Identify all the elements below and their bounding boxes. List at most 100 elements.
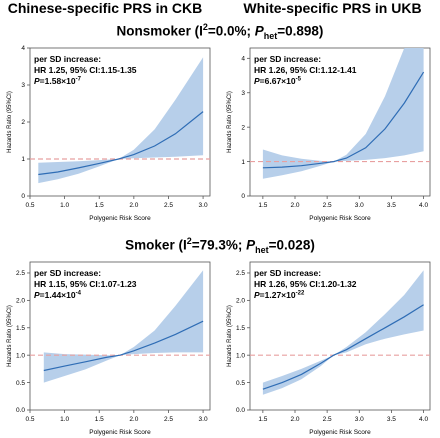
p-letter: P bbox=[34, 76, 40, 86]
y-tick-label: 1.0 bbox=[236, 352, 245, 359]
x-axis-label: Polygenic Risk Score bbox=[309, 429, 371, 436]
i2-superscript: 2 bbox=[202, 22, 208, 32]
y-tick-label: 4 bbox=[241, 56, 245, 63]
i2-superscript: 2 bbox=[186, 236, 192, 246]
y-tick-label: 3 bbox=[241, 90, 245, 97]
p-value-text: =6.67×10 bbox=[260, 76, 296, 86]
x-tick-label: 2.0 bbox=[290, 202, 299, 209]
x-tick-label: 3.5 bbox=[387, 202, 396, 209]
p-letter: P bbox=[246, 237, 256, 253]
plot-frame bbox=[249, 47, 431, 197]
x-tick-label: 2.0 bbox=[129, 202, 138, 209]
y-axis-label: Hazards Ratio (95%CI) bbox=[227, 91, 233, 153]
i2-value: =79.3%; bbox=[191, 237, 247, 253]
y-tick-label: 1.5 bbox=[16, 325, 25, 332]
chart-ckb-nonsmoker: 0.5 1.0 1.5 2.0 2.5 3.0 0 1 2 3 4 Polygenic Risk Sc… bbox=[7, 45, 211, 222]
y-tick-label: 1 bbox=[21, 156, 25, 163]
y-tick-label: 0.5 bbox=[236, 380, 245, 387]
x-tick-label: 3.5 bbox=[387, 416, 396, 423]
p-letter: P bbox=[34, 290, 40, 300]
annotation-hr: HR 1.25, 95% CI:1.15-1.35 bbox=[34, 65, 137, 75]
x-tick-label: 1.5 bbox=[95, 202, 104, 209]
annotation-p-value: P=6.67×10-5 bbox=[254, 76, 302, 86]
y-tick-label: 2.5 bbox=[16, 270, 25, 277]
x-axis-label: Polygenic Risk Score bbox=[309, 215, 371, 222]
p-exponent: -4 bbox=[76, 291, 82, 297]
x-tick-label: 1.0 bbox=[60, 202, 69, 209]
p-value-text: =1.58×10 bbox=[40, 76, 76, 86]
y-tick-label: 0 bbox=[21, 193, 25, 200]
hr-estimate-line bbox=[43, 320, 204, 372]
y-tick-label: 0.0 bbox=[236, 407, 245, 414]
y-tick-label: 4 bbox=[21, 45, 25, 52]
annotation-p-value: P=1.27×10-22 bbox=[254, 290, 305, 300]
annotation-title: per SD increase: bbox=[34, 54, 101, 64]
y-tick-label: 2.5 bbox=[236, 270, 245, 277]
annotation-title: per SD increase: bbox=[254, 54, 321, 64]
annotation-p-value: P=1.58×10-7 bbox=[34, 76, 82, 86]
x-tick-label: 3.0 bbox=[199, 202, 208, 209]
y-tick-label: 2 bbox=[241, 124, 245, 131]
x-tick-label: 0.5 bbox=[25, 202, 34, 209]
smoker-section-title: Smoker (I2=79.3%; Phet=0.028) bbox=[0, 236, 440, 255]
confidence-band bbox=[43, 270, 204, 383]
confidence-band bbox=[38, 57, 204, 184]
p-subscript: het bbox=[255, 245, 269, 256]
x-tick-label: 1.5 bbox=[258, 416, 267, 423]
x-tick-label: 4.0 bbox=[419, 416, 428, 423]
y-tick-label: 2.0 bbox=[236, 298, 245, 305]
y-tick-label: 2 bbox=[21, 119, 25, 126]
right-column-title: White-specific PRS in UKB bbox=[243, 0, 422, 16]
annotation-hr: HR 1.26, 95% CI:1.20-1.32 bbox=[254, 279, 357, 289]
section-label: Nonsmoker (I bbox=[116, 23, 203, 39]
x-tick-label: 1.5 bbox=[258, 202, 267, 209]
x-tick-label: 2.0 bbox=[290, 416, 299, 423]
y-axis-label: Hazards Ratio (95%CI) bbox=[7, 91, 13, 153]
annotation-title: per SD increase: bbox=[254, 268, 321, 278]
p-value-text: =1.27×10 bbox=[260, 290, 296, 300]
left-column-title: Chinese-specific PRS in CKB bbox=[7, 0, 203, 16]
x-tick-label: 2.5 bbox=[164, 202, 173, 209]
x-tick-label: 0.5 bbox=[25, 416, 34, 423]
y-tick-label: 0.0 bbox=[16, 407, 25, 414]
plot-frame bbox=[249, 261, 431, 411]
p-value-text: =1.44×10 bbox=[40, 290, 76, 300]
x-tick-label: 4.0 bbox=[419, 202, 428, 209]
y-tick-label: 1.5 bbox=[236, 325, 245, 332]
x-tick-label: 3.0 bbox=[355, 416, 364, 423]
x-axis-label: Polygenic Risk Score bbox=[89, 429, 151, 436]
y-axis-label: Hazards Ratio (95%CI) bbox=[7, 305, 13, 367]
x-tick-label: 2.5 bbox=[323, 202, 332, 209]
chart-ukb-nonsmoker: 1.5 2.0 2.5 3.0 3.5 4.0 0 1 2 3 4 Polygenic Risk Sc… bbox=[227, 47, 431, 222]
p-exponent: -22 bbox=[296, 291, 305, 297]
p-exponent: -5 bbox=[296, 77, 302, 83]
chart-ukb-smoker: 1.5 2.0 2.5 3.0 3.5 4.0 0.0 0.5 1.0 1.5 2.0 2.5 Poly… bbox=[227, 261, 431, 436]
p-exponent: -7 bbox=[76, 77, 82, 83]
annotation-p-value: P=1.44×10-4 bbox=[34, 290, 82, 300]
hr-estimate-line bbox=[262, 304, 424, 390]
p-letter: P bbox=[254, 23, 264, 39]
y-tick-label: 1 bbox=[241, 159, 245, 166]
p-letter: P bbox=[254, 76, 260, 86]
x-tick-label: 1.0 bbox=[60, 416, 69, 423]
confidence-band bbox=[262, 48, 424, 179]
y-tick-label: 2.0 bbox=[16, 298, 25, 305]
x-tick-label: 3.0 bbox=[355, 202, 364, 209]
annotation-hr: HR 1.15, 95% CI:1.07-1.23 bbox=[34, 279, 137, 289]
confidence-band bbox=[262, 270, 424, 395]
x-tick-label: 2.5 bbox=[164, 416, 173, 423]
x-tick-label: 2.0 bbox=[129, 416, 138, 423]
hr-estimate-line bbox=[262, 71, 425, 169]
p-letter: P bbox=[254, 290, 260, 300]
x-tick-label: 3.0 bbox=[199, 416, 208, 423]
x-tick-label: 2.5 bbox=[323, 416, 332, 423]
p-subscript: het bbox=[263, 31, 278, 42]
p-value: =0.028) bbox=[268, 237, 315, 253]
section-label: Smoker (I bbox=[125, 237, 187, 253]
annotation-hr: HR 1.26, 95% CI:1.12-1.41 bbox=[254, 65, 357, 75]
nonsmoker-section-title: Nonsmoker (I2=0.0%; Phet=0.898) bbox=[0, 22, 440, 41]
p-value: =0.898) bbox=[277, 23, 324, 39]
chart-ckb-smoker: 0.5 1.0 1.5 2.0 2.5 3.00.00.51.01.52.02.5Poly… bbox=[7, 261, 211, 436]
x-axis-label: Polygenic Risk Score bbox=[89, 215, 151, 222]
y-tick-label: 0.5 bbox=[16, 380, 25, 387]
